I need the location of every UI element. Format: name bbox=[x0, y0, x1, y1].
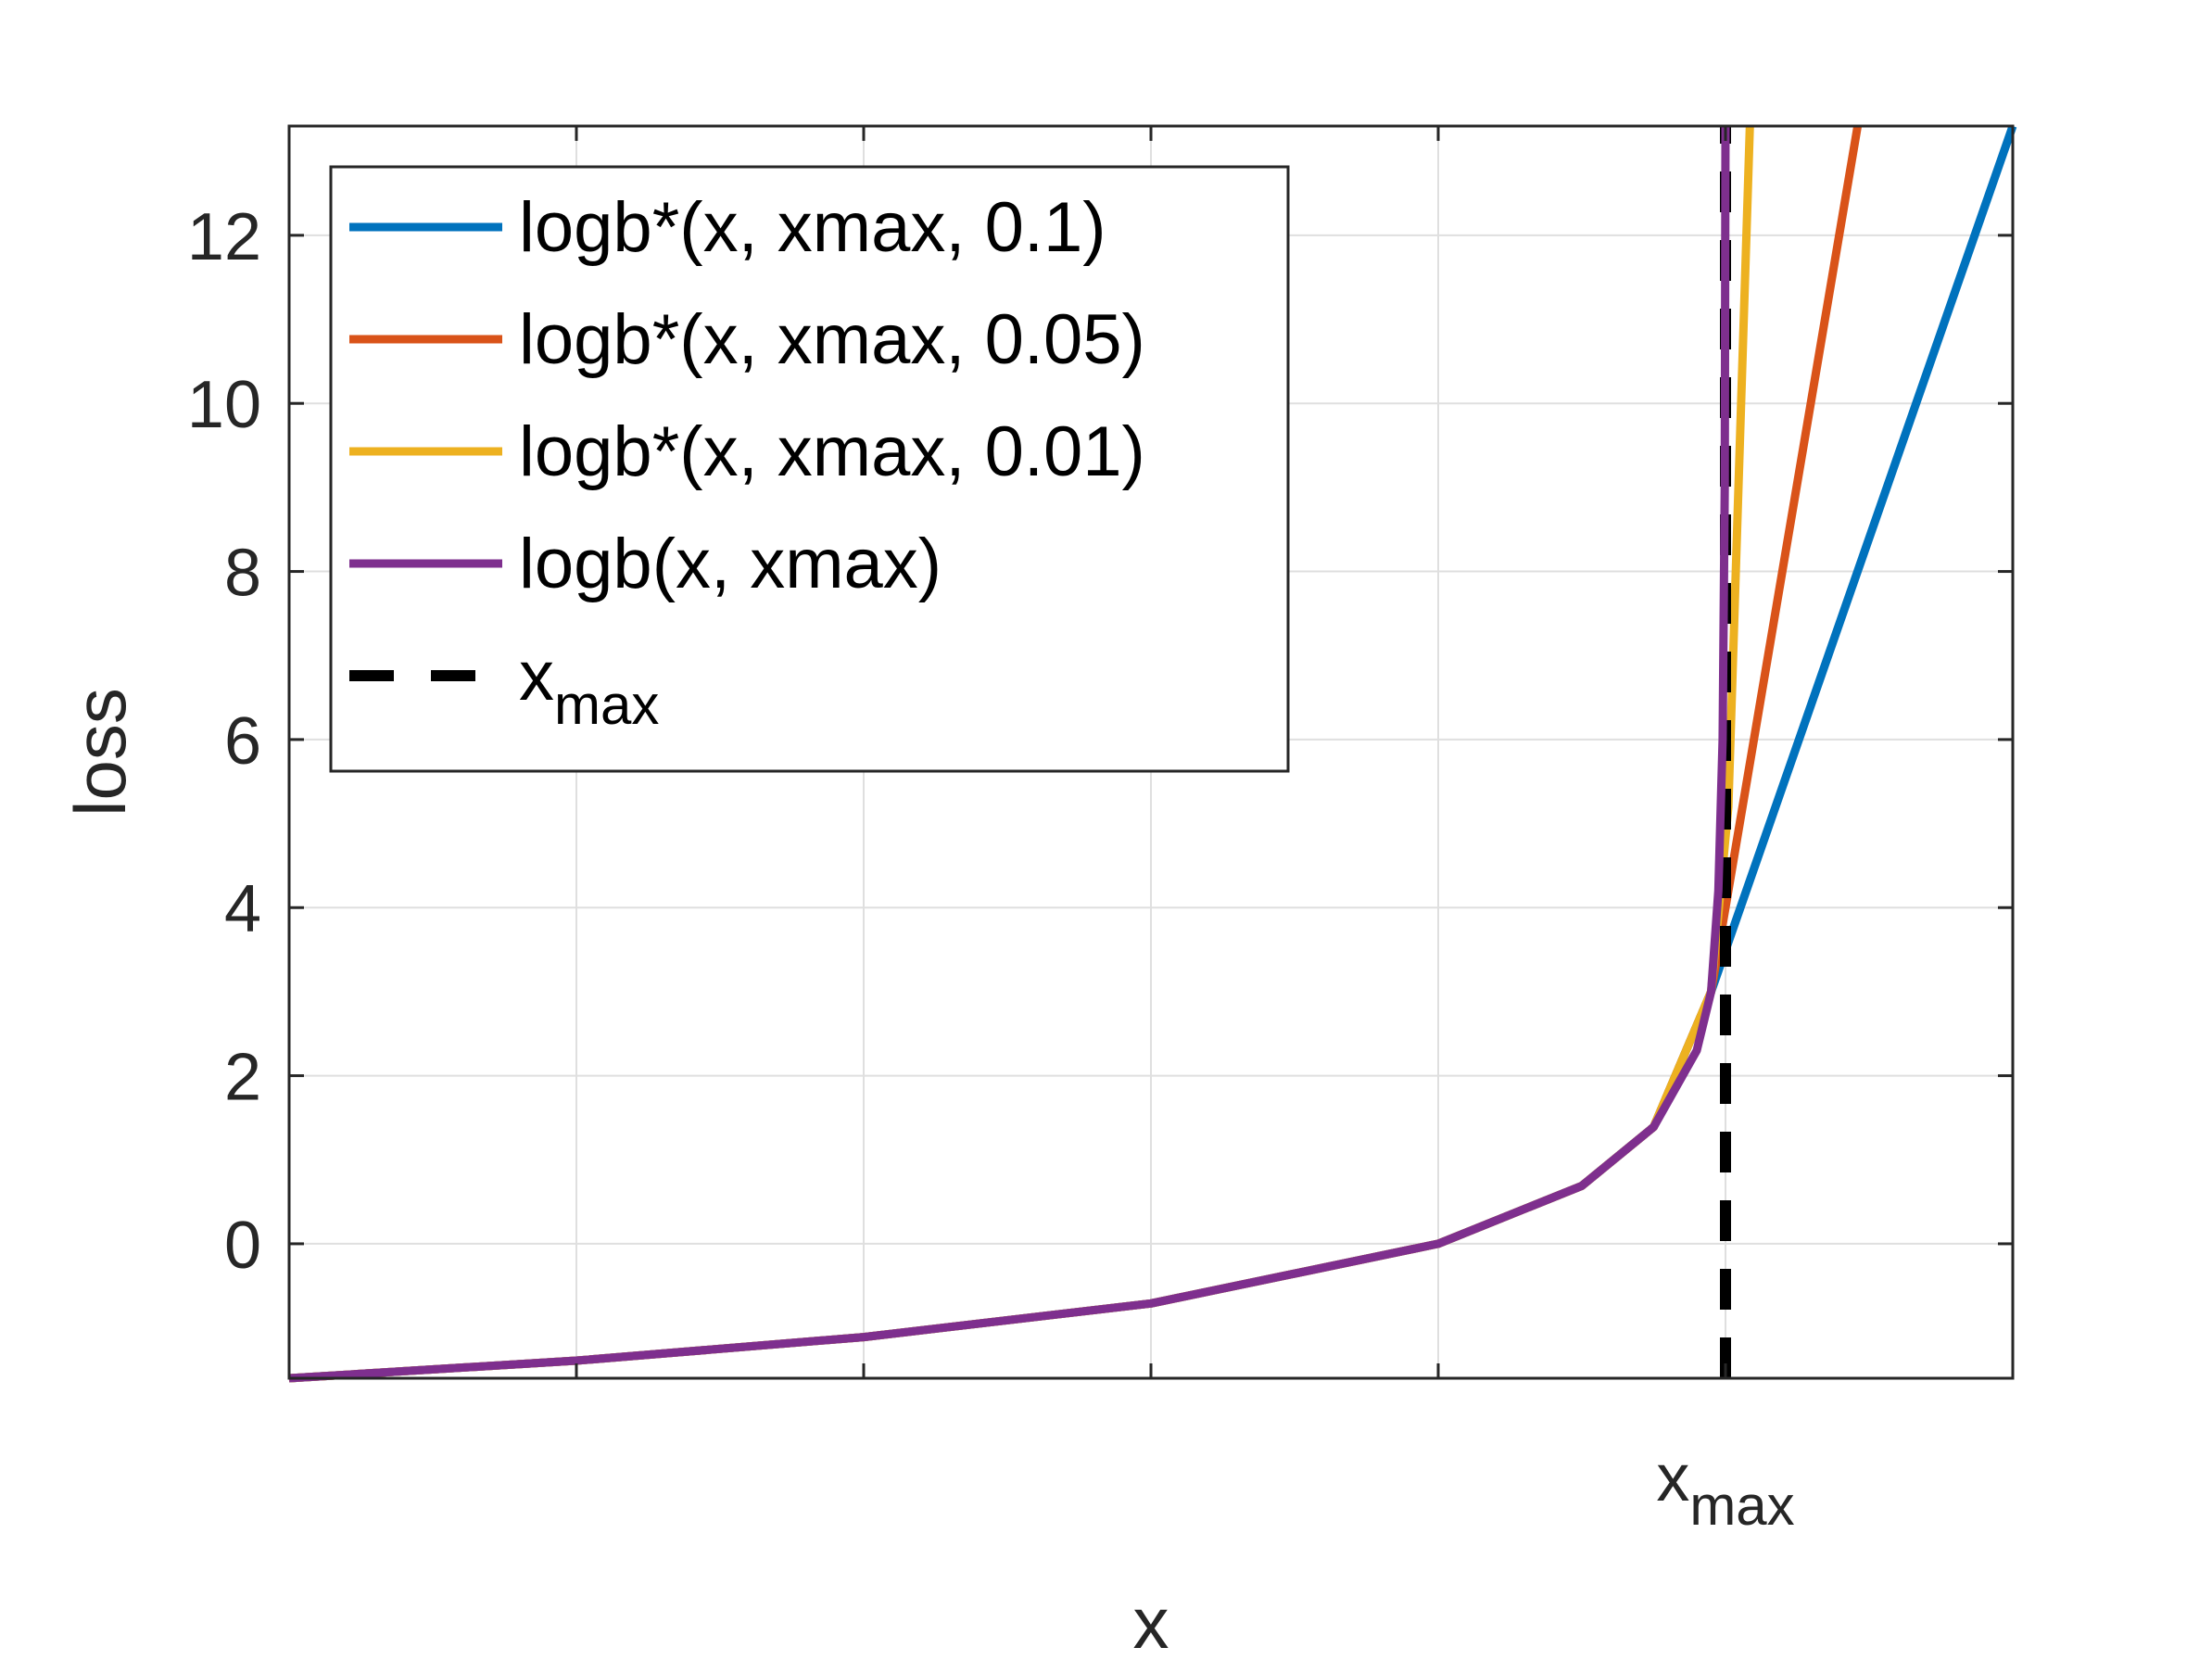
x-tick-label: xmax bbox=[1656, 1441, 1794, 1537]
y-tick-label: 8 bbox=[224, 537, 261, 611]
y-tick-label: 6 bbox=[224, 704, 261, 779]
legend-label-3: logb(x, xmax) bbox=[519, 525, 942, 603]
x-axis-label: x bbox=[1133, 1582, 1169, 1660]
legend-label-2: logb*(x, xmax, 0.01) bbox=[519, 412, 1145, 491]
y-tick-label: 2 bbox=[224, 1041, 261, 1115]
legend: logb*(x, xmax, 0.1) logb*(x, xmax, 0.05) l… bbox=[329, 165, 1290, 773]
y-tick-label: 10 bbox=[187, 368, 261, 442]
legend-label-4: xmax bbox=[519, 637, 659, 736]
series-line-3 bbox=[288, 125, 1730, 1383]
y-axis-label: loss bbox=[59, 688, 141, 817]
y-tick-label: 0 bbox=[224, 1209, 261, 1283]
y-tick-label: 12 bbox=[187, 200, 261, 274]
legend-label-0: logb*(x, xmax, 0.1) bbox=[519, 188, 1106, 267]
axis-ticks: xmax 0 2 4 6 8 10 12 bbox=[187, 126, 2013, 1537]
legend-box bbox=[329, 165, 1290, 773]
series-lines bbox=[288, 124, 2017, 1383]
legend-label-1: logb*(x, xmax, 0.05) bbox=[519, 300, 1145, 379]
y-tick-label: 4 bbox=[224, 872, 261, 946]
